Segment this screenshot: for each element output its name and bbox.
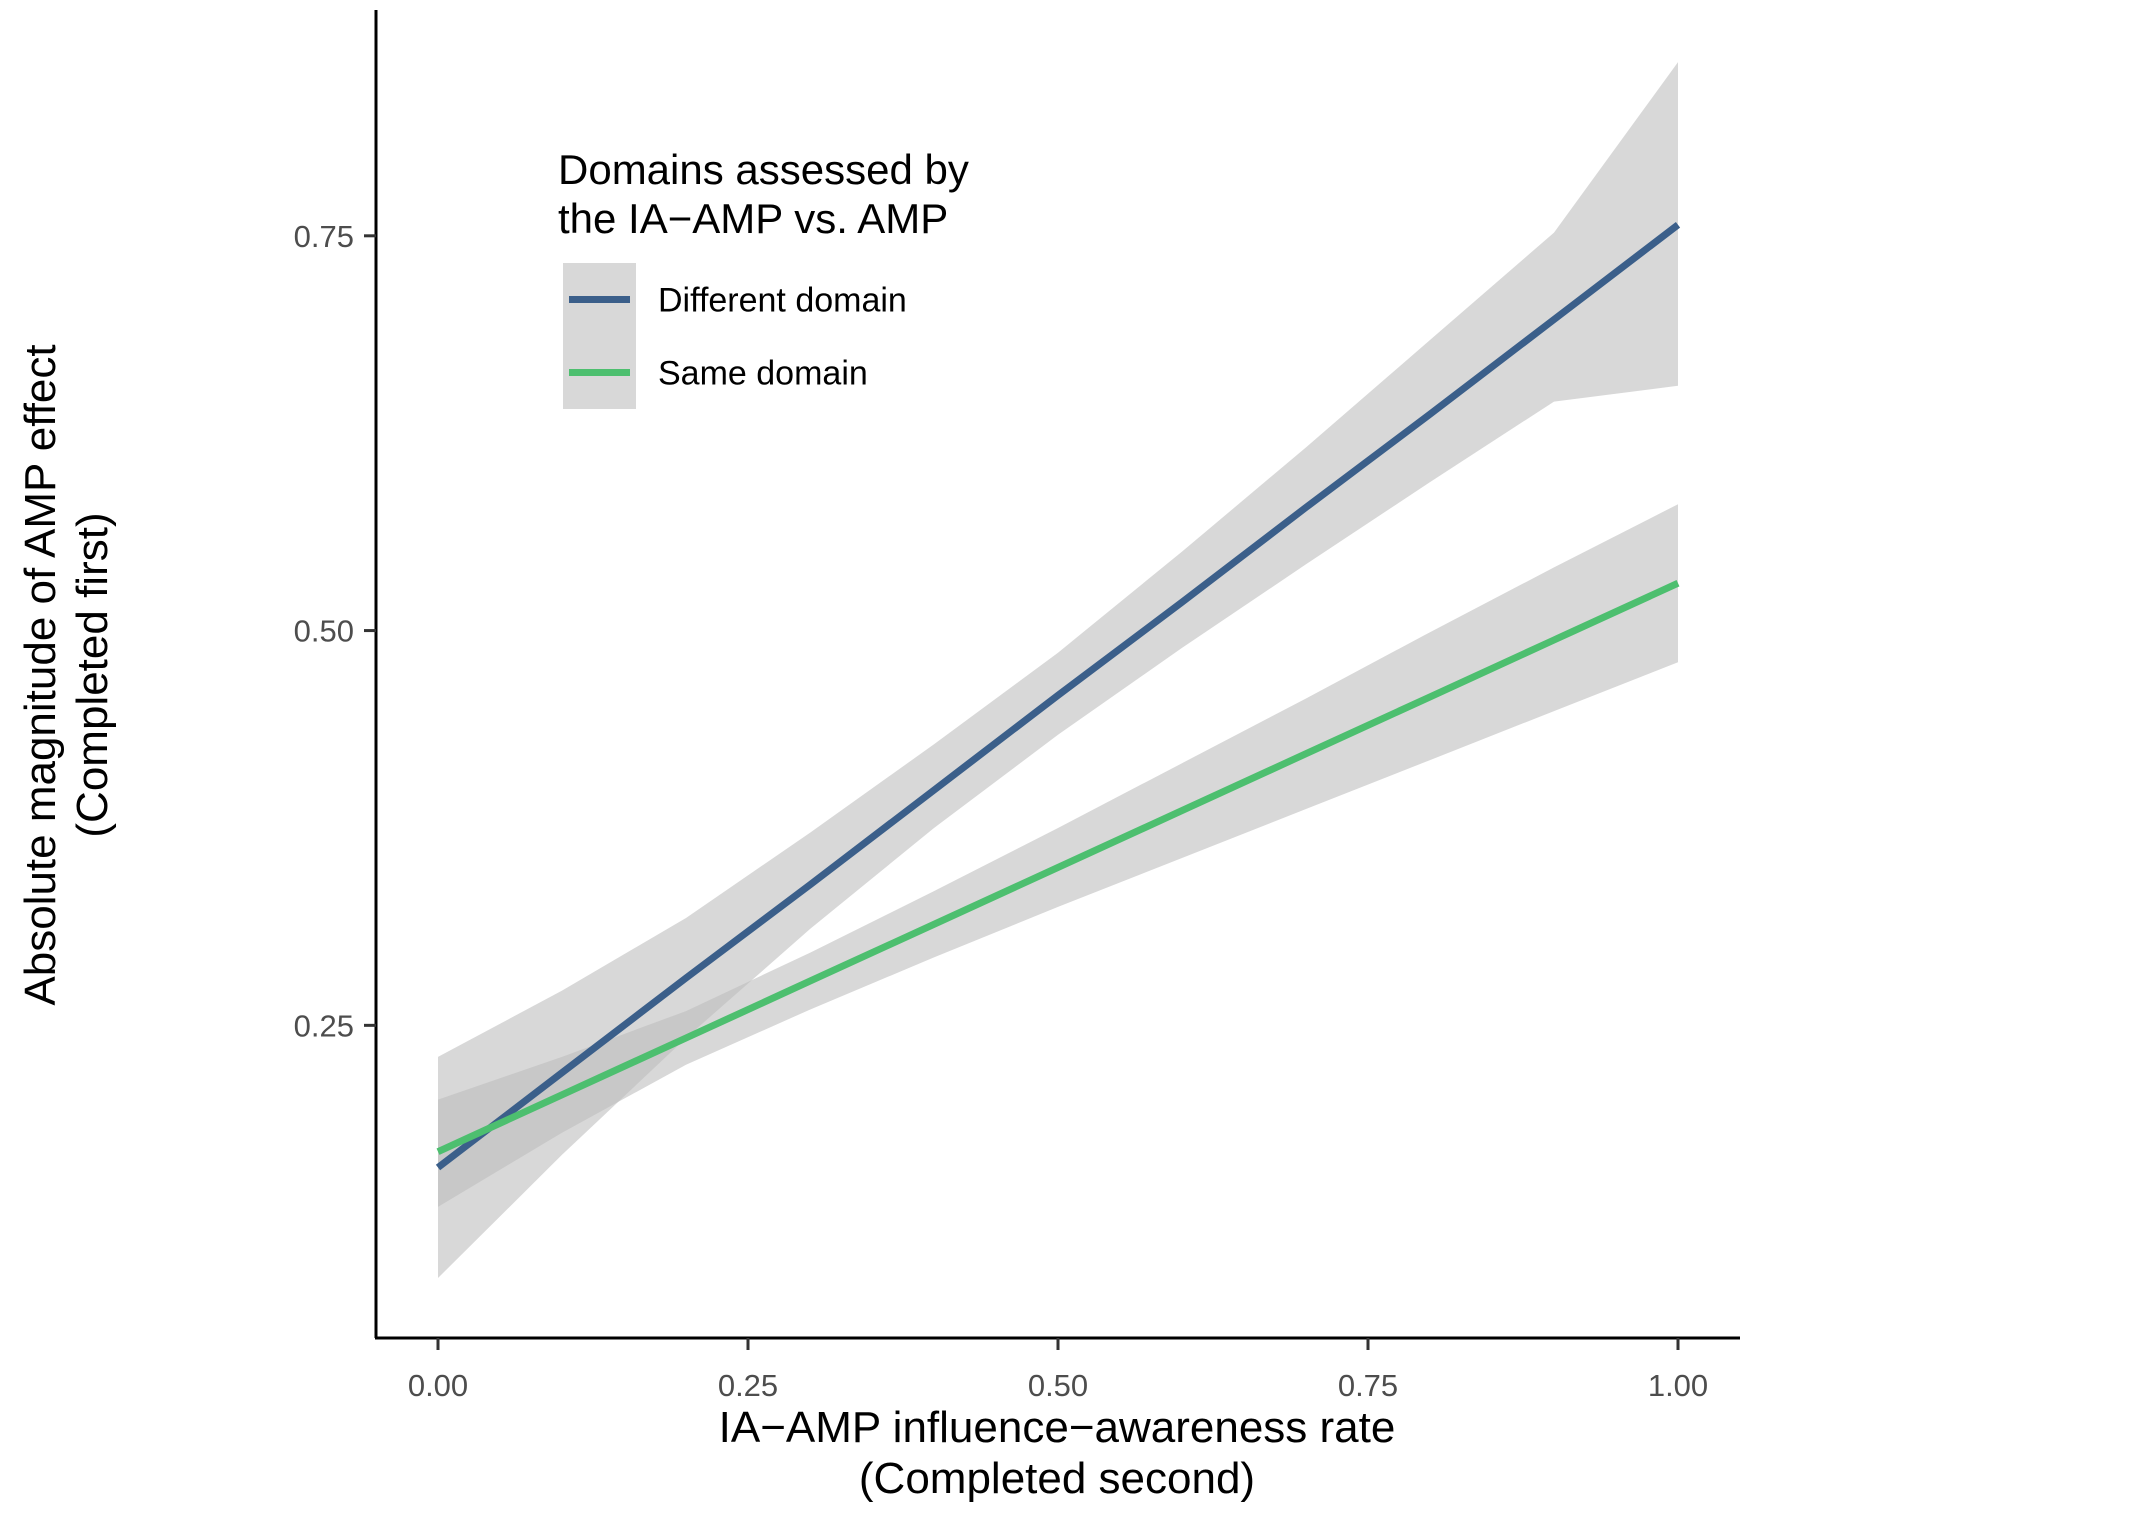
- legend-keys: Different domain Same domain: [563, 263, 907, 409]
- series-line-same-domain: [436, 580, 1680, 1155]
- ci-band-same-domain: [438, 504, 1678, 1207]
- y-tick-label: 0.25: [294, 1008, 354, 1043]
- legend-title-line1: Domains assessed by: [558, 146, 969, 193]
- x-tick-label: 0.75: [1338, 1368, 1398, 1403]
- x-tick-label: 0.50: [1028, 1368, 1088, 1403]
- y-tick-label: 0.75: [294, 219, 354, 254]
- legend-title-line2: the IA−AMP vs. AMP: [558, 195, 948, 242]
- series-lines: [435, 222, 1681, 1171]
- ci-band-different-domain: [438, 62, 1678, 1279]
- x-tick-label: 0.25: [718, 1368, 778, 1403]
- x-axis-subtitle: (Completed second): [859, 1454, 1255, 1503]
- series-line-different-domain: [435, 222, 1681, 1171]
- legend-label-same-domain: Same domain: [658, 355, 868, 393]
- y-axis-title: Absolute magnitude of AMP effect: [16, 344, 65, 1005]
- x-ticks: 0.00 0.25 0.50 0.75 1.00: [408, 1338, 1708, 1403]
- y-axis-subtitle: (Completed first): [68, 512, 117, 837]
- x-tick-label: 1.00: [1648, 1368, 1708, 1403]
- x-tick-label: 0.00: [408, 1368, 468, 1403]
- x-axis-title: IA−AMP influence−awareness rate: [719, 1403, 1396, 1452]
- y-tick-label: 0.50: [294, 614, 354, 649]
- y-ticks: 0.25 0.50 0.75: [294, 219, 376, 1043]
- legend: Domains assessed by the IA−AMP vs. AMP D…: [558, 146, 969, 409]
- legend-label-different-domain: Different domain: [658, 282, 907, 320]
- confidence-bands: [438, 62, 1678, 1279]
